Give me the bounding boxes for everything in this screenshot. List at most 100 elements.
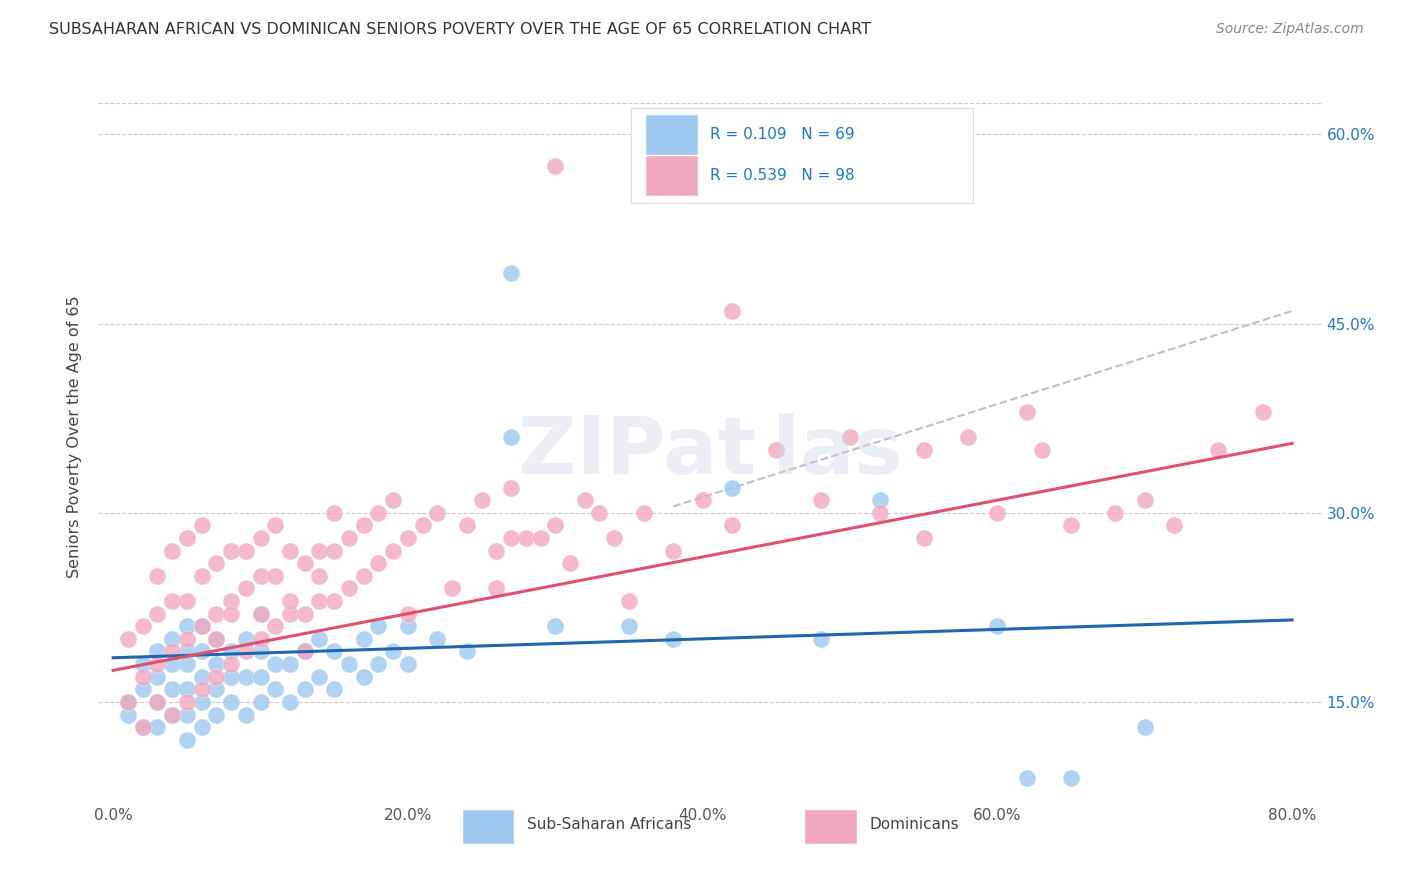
Text: Sub-Saharan Africans: Sub-Saharan Africans bbox=[526, 817, 690, 832]
Point bbox=[205, 632, 228, 646]
Point bbox=[323, 644, 346, 658]
Point bbox=[544, 619, 567, 633]
Point bbox=[337, 531, 360, 545]
Point bbox=[219, 594, 242, 608]
Point bbox=[249, 607, 271, 621]
Point bbox=[146, 644, 169, 658]
Point bbox=[662, 543, 685, 558]
Point bbox=[160, 657, 183, 671]
Point bbox=[160, 682, 183, 697]
Point bbox=[176, 531, 198, 545]
Point bbox=[205, 682, 228, 697]
Point bbox=[499, 481, 522, 495]
Point bbox=[190, 682, 212, 697]
Point bbox=[131, 682, 153, 697]
Point bbox=[160, 543, 183, 558]
Point bbox=[219, 607, 242, 621]
Point bbox=[117, 632, 139, 646]
Point bbox=[219, 695, 242, 709]
Point bbox=[249, 632, 271, 646]
Point bbox=[190, 619, 212, 633]
Point bbox=[396, 657, 419, 671]
Point bbox=[810, 632, 832, 646]
Point bbox=[235, 670, 257, 684]
Point bbox=[1031, 442, 1053, 457]
Point bbox=[176, 682, 198, 697]
Point bbox=[839, 430, 862, 444]
Point bbox=[131, 657, 153, 671]
Point bbox=[337, 657, 360, 671]
Point bbox=[633, 506, 655, 520]
Point bbox=[323, 682, 346, 697]
Point bbox=[588, 506, 610, 520]
Point bbox=[205, 707, 228, 722]
Point bbox=[117, 695, 139, 709]
FancyBboxPatch shape bbox=[806, 811, 856, 845]
Point bbox=[160, 594, 183, 608]
Point bbox=[471, 493, 494, 508]
Point bbox=[544, 518, 567, 533]
Point bbox=[662, 632, 685, 646]
Point bbox=[382, 543, 405, 558]
Point bbox=[176, 657, 198, 671]
Point bbox=[1015, 771, 1038, 785]
Point bbox=[294, 556, 316, 570]
Point bbox=[1163, 518, 1185, 533]
Point bbox=[499, 266, 522, 280]
FancyBboxPatch shape bbox=[463, 811, 515, 845]
Point bbox=[249, 531, 271, 545]
Point bbox=[353, 569, 375, 583]
Point bbox=[205, 556, 228, 570]
Point bbox=[205, 657, 228, 671]
Point bbox=[264, 682, 287, 697]
Point bbox=[249, 569, 271, 583]
Text: R = 0.539   N = 98: R = 0.539 N = 98 bbox=[710, 169, 855, 184]
Point bbox=[367, 506, 389, 520]
Point bbox=[353, 670, 375, 684]
Point bbox=[249, 607, 271, 621]
FancyBboxPatch shape bbox=[647, 115, 697, 154]
Point bbox=[235, 582, 257, 596]
Point bbox=[396, 607, 419, 621]
Point bbox=[176, 632, 198, 646]
Point bbox=[131, 720, 153, 734]
Point bbox=[117, 707, 139, 722]
Point bbox=[721, 518, 744, 533]
Point bbox=[176, 707, 198, 722]
Point bbox=[205, 670, 228, 684]
Point bbox=[249, 670, 271, 684]
Point bbox=[294, 682, 316, 697]
Point bbox=[558, 556, 581, 570]
Point bbox=[499, 531, 522, 545]
Point bbox=[205, 607, 228, 621]
Point bbox=[617, 619, 640, 633]
Point bbox=[205, 632, 228, 646]
Point bbox=[278, 607, 301, 621]
Point bbox=[544, 159, 567, 173]
Point bbox=[1060, 771, 1083, 785]
Point bbox=[294, 607, 316, 621]
Point bbox=[765, 442, 787, 457]
Point bbox=[131, 619, 153, 633]
Point bbox=[176, 619, 198, 633]
Point bbox=[426, 506, 449, 520]
Point bbox=[912, 531, 935, 545]
Point bbox=[160, 644, 183, 658]
Point bbox=[131, 670, 153, 684]
Point bbox=[986, 619, 1008, 633]
Point bbox=[131, 720, 153, 734]
Point bbox=[278, 657, 301, 671]
Text: ZIPat las: ZIPat las bbox=[517, 413, 903, 491]
Point bbox=[146, 657, 169, 671]
Point bbox=[337, 582, 360, 596]
Point bbox=[264, 619, 287, 633]
Point bbox=[308, 632, 330, 646]
Point bbox=[1208, 442, 1230, 457]
Point bbox=[190, 720, 212, 734]
Point bbox=[176, 644, 198, 658]
Point bbox=[603, 531, 626, 545]
Point bbox=[278, 594, 301, 608]
Point bbox=[441, 582, 464, 596]
Point bbox=[323, 594, 346, 608]
Point bbox=[426, 632, 449, 646]
